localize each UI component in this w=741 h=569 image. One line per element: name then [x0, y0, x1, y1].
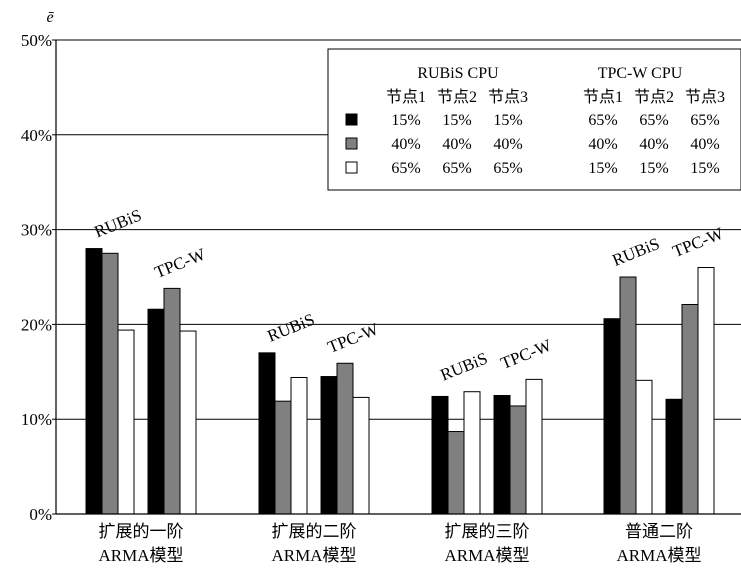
- legend-value: 40%: [690, 136, 719, 153]
- axes: [55, 40, 741, 515]
- bar: [619, 276, 637, 515]
- legend-value: 15%: [442, 112, 471, 129]
- bar: [320, 376, 338, 515]
- bar: [163, 287, 181, 515]
- legend-value: 40%: [391, 136, 420, 153]
- bar: [352, 396, 370, 515]
- legend-value: 15%: [391, 112, 420, 129]
- legend-value: 65%: [690, 112, 719, 129]
- bar: [493, 395, 511, 515]
- legend-value: 15%: [493, 112, 522, 129]
- legend-value: 40%: [639, 136, 668, 153]
- y-tick-label: 50%: [21, 31, 52, 50]
- bar: [697, 267, 715, 515]
- bar: [509, 405, 527, 515]
- bar: [85, 248, 103, 515]
- cluster-label: RUBiS: [265, 310, 318, 346]
- bar: [635, 379, 653, 515]
- category-label-line1: 普通二阶: [625, 522, 693, 541]
- legend-box: [327, 48, 741, 191]
- category-label-line2: ARMA模型: [98, 546, 183, 565]
- bar: [258, 352, 276, 515]
- y-tick-label: 10%: [21, 410, 52, 429]
- bar: [463, 391, 481, 515]
- legend-node-label: 节点1: [386, 88, 426, 106]
- legend-node-label: 节点3: [685, 88, 725, 106]
- cluster-label: RUBiS: [92, 205, 145, 241]
- category-label-line1: 扩展的一阶: [99, 522, 184, 541]
- legend-value: 15%: [588, 160, 617, 177]
- category-label-line1: 扩展的三阶: [445, 522, 530, 541]
- category-label-line1: 扩展的二阶: [272, 522, 357, 541]
- legend-value: 15%: [639, 160, 668, 177]
- legend: RUBiS CPU TPC-W CPU 节点1 节点2 节点3 节点1 节点2 节点3 15% 1…: [327, 48, 741, 191]
- bar: [603, 318, 621, 515]
- category-label-line2: ARMA模型: [616, 546, 701, 565]
- cluster-label: TPC-W: [498, 335, 555, 373]
- bar: [179, 330, 197, 515]
- legend-swatch: [345, 161, 358, 174]
- legend-value: 40%: [442, 136, 471, 153]
- legend-value: 65%: [493, 160, 522, 177]
- legend-node-label: 节点2: [437, 88, 477, 106]
- legend-value: 40%: [588, 136, 617, 153]
- legend-value: 65%: [639, 112, 668, 129]
- legend-node-label: 节点1: [583, 88, 623, 106]
- legend-value: 65%: [442, 160, 471, 177]
- category-label-line2: ARMA模型: [271, 546, 356, 565]
- legend-value: 65%: [588, 112, 617, 129]
- y-tick-label: 30%: [21, 221, 52, 240]
- legend-header: TPC-W CPU: [598, 65, 683, 82]
- y-tick-labels: 0% 10% 20% 30% 40% 50%: [21, 31, 52, 524]
- legend-node-label: 节点3: [488, 88, 528, 106]
- legend-node-label: 节点2: [634, 88, 674, 106]
- legend-swatch: [345, 137, 358, 150]
- bar: [447, 431, 465, 515]
- legend-value: 15%: [690, 160, 719, 177]
- category-labels: 扩展的一阶ARMA模型扩展的二阶ARMA模型扩展的三阶ARMA模型普通二阶ARM…: [98, 522, 701, 565]
- bars: [85, 248, 715, 515]
- legend-value: 40%: [493, 136, 522, 153]
- legend-value: 65%: [391, 160, 420, 177]
- legend-swatch: [345, 113, 358, 126]
- bar: [117, 329, 135, 515]
- bar: [525, 378, 543, 515]
- bar: [665, 398, 683, 515]
- legend-header: RUBiS CPU: [417, 65, 499, 82]
- cluster-label: TPC-W: [152, 244, 209, 282]
- bar: [290, 376, 308, 515]
- bar: [147, 308, 165, 515]
- bar: [681, 303, 699, 515]
- cluster-label: TPC-W: [670, 223, 727, 261]
- y-tick-label: 40%: [21, 126, 52, 145]
- bar: [431, 395, 449, 515]
- category-label-line2: ARMA模型: [444, 546, 529, 565]
- y-tick-label: 20%: [21, 315, 52, 334]
- cluster-label: RUBiS: [610, 234, 663, 270]
- bar: [274, 400, 292, 515]
- cluster-label: RUBiS: [438, 349, 491, 385]
- bar: [336, 362, 354, 515]
- y-tick-label: 0%: [29, 505, 52, 524]
- y-axis-label: ē: [46, 9, 54, 26]
- bar: [101, 252, 119, 515]
